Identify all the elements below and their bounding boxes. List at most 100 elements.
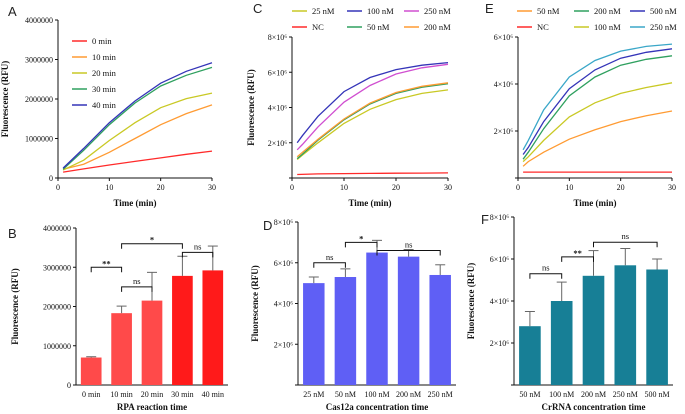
y-tick-label: 0 [67, 381, 71, 390]
x-axis-label: Time (min) [113, 198, 156, 208]
significance-bracket [121, 286, 153, 292]
legend-label: 25 nM [312, 6, 335, 16]
legend-label: 40 min [92, 100, 117, 110]
bar [141, 300, 163, 385]
y-tick-label: 1000000 [25, 135, 53, 144]
x-axis-label: RPA reaction time [117, 402, 187, 412]
series-line-250-nm [296, 63, 449, 151]
x-tick-label: 50 nM [519, 390, 540, 399]
y-tick-label: 4×10⁶ [494, 80, 514, 89]
significance-label: ns [622, 231, 630, 241]
x-tick-label: 25 nM [303, 390, 324, 399]
significance-bracket [313, 262, 346, 268]
x-tick-label: 10 [340, 183, 348, 192]
y-tick-label: 6×10⁶ [494, 33, 514, 42]
series-line-30-min [62, 66, 213, 170]
significance-bracket [593, 241, 658, 248]
series-line-100-nm [296, 61, 449, 144]
legend-label: NC [537, 22, 549, 32]
x-tick-label: 250 nM [613, 390, 638, 399]
significance-label: ns [326, 252, 334, 262]
y-tick-label: 2×10⁶ [490, 339, 510, 348]
y-tick-label: 2×10⁶ [274, 340, 294, 349]
significance-label: * [359, 233, 363, 243]
series-line-50-nm [522, 110, 673, 167]
x-tick-label: 20 [157, 183, 165, 192]
x-tick-label: 50 nM [335, 390, 356, 399]
series-line-20-min [62, 92, 213, 171]
y-axis-label: Fluorescence (RFU) [246, 69, 256, 146]
y-tick-label: 2×10⁶ [494, 127, 514, 136]
panel-a: A 0 1000000 2000000 3000000 4000000 Fluorescen… [0, 4, 216, 208]
significance-label: ** [573, 248, 582, 258]
y-tick-label: 2000000 [43, 303, 71, 312]
panel-f: F 2×10⁶ 4×10⁶ 6×10⁶ 8×10⁶ Fluorescence (RFU) 5… [466, 212, 673, 412]
significance-bracket [90, 266, 123, 273]
bar [397, 256, 420, 385]
y-tick-label: 6×10⁶ [490, 255, 510, 264]
y-tick-label: 4×10⁶ [490, 297, 510, 306]
x-tick-label: 500 nM [645, 390, 670, 399]
bar [519, 326, 541, 385]
panel-d: D 2×10⁶ 4×10⁶ 6×10⁶ 8×10⁶ Fluorescence (RFU) 2… [250, 218, 456, 412]
significance-bracket [529, 273, 563, 279]
legend-label: 250 nM [424, 6, 451, 16]
x-tick-label: 10 [105, 183, 113, 192]
bar [202, 270, 224, 385]
y-tick-label: 4×10⁶ [268, 104, 288, 113]
y-tick-label: 6×10⁶ [274, 259, 294, 268]
legend-label: 250 nM [650, 22, 677, 32]
series-line-25-nm [296, 89, 449, 160]
x-tick-label: 20 min [141, 390, 163, 399]
x-tick-label: 20 [617, 183, 625, 192]
x-tick-label: 250 nM [428, 390, 453, 399]
bar [172, 275, 193, 385]
x-tick-label: 10 min [110, 390, 132, 399]
panel-letter-f: F [481, 212, 489, 227]
legend-label: 20 min [92, 68, 117, 78]
bar [334, 277, 357, 385]
x-axis-label: CrRNA concentration time [542, 402, 646, 412]
series-line-10-min [62, 104, 213, 170]
significance-label: ns [194, 241, 202, 251]
series-line-500-nm [522, 48, 673, 155]
panel-b: B 0 1000000 2000000 3000000 4000000 Fluorescen… [8, 224, 228, 412]
series-line-50-nm [296, 83, 449, 160]
series-line-200-nm [296, 82, 449, 158]
x-tick-label: 10 [565, 183, 573, 192]
y-tick-label: 4000000 [43, 224, 71, 233]
significance-bracket [121, 243, 183, 249]
bar [111, 313, 132, 385]
series-line-40-min [62, 62, 213, 169]
bar [646, 269, 668, 385]
series-line-0-min [63, 150, 213, 173]
significance-label: * [150, 235, 154, 245]
significance-label: ns [133, 276, 141, 286]
legend-label: NC [312, 22, 324, 32]
legend-label: 500 nM [650, 6, 677, 16]
significance-label: ns [405, 240, 413, 250]
series-line-200-nm [522, 55, 673, 160]
y-tick-label: 6×10⁶ [268, 68, 288, 77]
legend-label: 100 nM [594, 22, 621, 32]
legend-label: 50 nM [367, 22, 390, 32]
y-tick-label: 1000000 [43, 342, 71, 351]
x-tick-label: 0 min [82, 390, 100, 399]
x-tick-label: 100 nM [549, 390, 574, 399]
x-tick-label: 30 [668, 183, 676, 192]
x-tick-label: 0 [290, 183, 294, 192]
x-tick-label: 30 [208, 183, 216, 192]
x-axis-label: Cas12a concentration time [326, 402, 428, 412]
y-axis-label: Fluorescence (RFU) [0, 61, 10, 138]
legend-label: 100 nM [367, 6, 394, 16]
x-tick-label: 0 [516, 183, 520, 192]
significance-bracket [181, 251, 214, 258]
y-tick-label: 3000000 [25, 56, 53, 65]
x-tick-label: 40 min [202, 390, 224, 399]
legend-label: 30 min [92, 84, 117, 94]
x-tick-label: 200 nM [581, 390, 606, 399]
legend-label: 10 min [92, 52, 117, 62]
panel-letter-d: D [263, 218, 272, 233]
bar [303, 283, 325, 385]
legend-label: 0 min [92, 36, 112, 46]
